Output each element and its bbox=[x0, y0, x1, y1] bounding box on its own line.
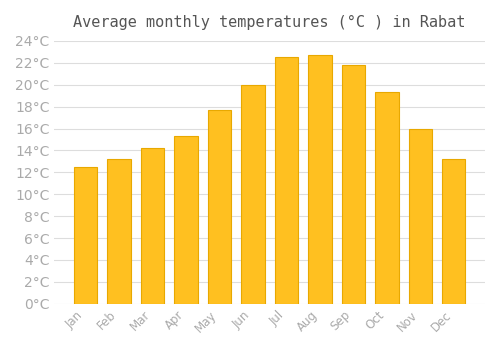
Bar bbox=[208, 110, 231, 304]
Bar bbox=[342, 65, 365, 304]
Bar bbox=[408, 128, 432, 304]
Bar bbox=[241, 85, 264, 304]
Bar bbox=[274, 57, 298, 304]
Bar bbox=[108, 159, 131, 304]
Bar bbox=[74, 167, 98, 304]
Bar bbox=[442, 159, 466, 304]
Bar bbox=[174, 136, 198, 304]
Bar bbox=[308, 55, 332, 304]
Bar bbox=[375, 92, 398, 304]
Bar bbox=[141, 148, 165, 304]
Title: Average monthly temperatures (°C ) in Rabat: Average monthly temperatures (°C ) in Ra… bbox=[74, 15, 466, 30]
